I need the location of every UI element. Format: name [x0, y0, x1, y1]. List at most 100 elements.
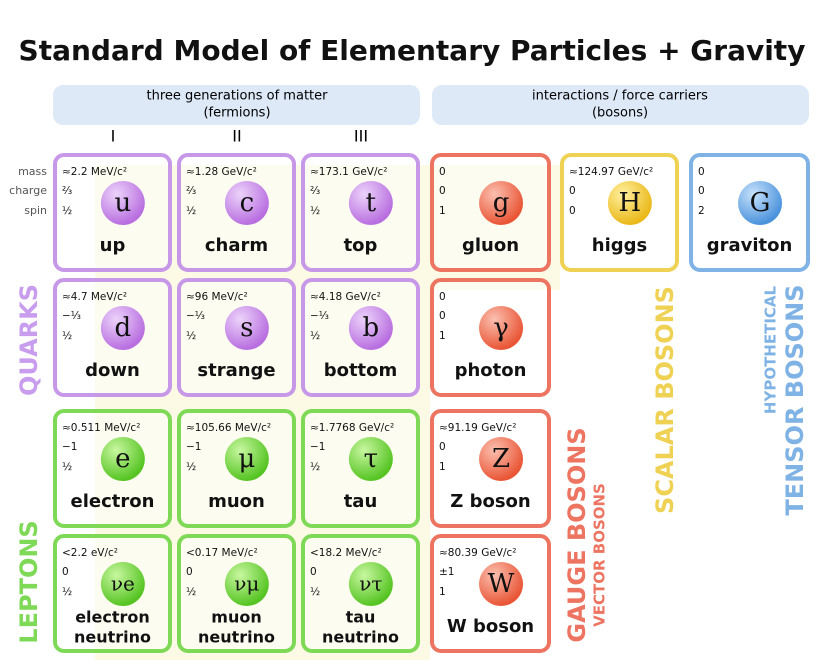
particle-name: neutrino [322, 628, 399, 647]
property-label: mass [18, 165, 47, 178]
particle-symbol-circle [607, 181, 652, 225]
particle-mass: <0.17 MeV/c² [186, 547, 258, 559]
particle-symbol-circle [224, 181, 269, 225]
particle-charge: 0 [439, 185, 446, 197]
particle-name: muon [208, 491, 265, 512]
particle-symbol: νμ [234, 572, 259, 596]
particle-charge: 0 [439, 310, 446, 322]
particle-mass: <2.2 eV/c² [62, 547, 118, 559]
particle-name: charm [205, 235, 268, 256]
particle-name: photon [455, 360, 527, 381]
particle-mass: 0 [439, 291, 446, 303]
header-sublabel: (fermions) [203, 106, 270, 121]
particle-name: top [344, 235, 378, 256]
particle-charge: 0 [310, 566, 317, 578]
property-label: spin [24, 204, 47, 217]
particle-symbol: H [619, 188, 642, 218]
particle-symbol: νe [111, 572, 135, 596]
particle-mass: ≈4.18 GeV/c² [310, 291, 381, 303]
particle-spin: ½ [186, 330, 196, 342]
particle-symbol: W [488, 569, 515, 599]
particle-name: up [100, 235, 126, 256]
particle-mass: 0 [698, 166, 705, 178]
particle-spin: ½ [310, 330, 320, 342]
particle-symbol: e [115, 444, 130, 474]
particle-charge: 0 [439, 441, 446, 453]
particle-mass: ≈96 MeV/c² [186, 291, 248, 303]
particle-symbol: s [240, 313, 253, 343]
particle-spin: 1 [439, 330, 446, 342]
particle-symbol-circle [224, 437, 269, 481]
particle-symbol: u [114, 188, 131, 218]
property-label: charge [9, 184, 47, 197]
particle-mass: ≈80.39 GeV/c² [439, 547, 517, 559]
particle-symbol-circle [348, 437, 393, 481]
header-box [432, 85, 809, 125]
particle-charge: −1 [310, 441, 325, 453]
particle-charge: −⅓ [310, 310, 329, 322]
particle-spin: ½ [186, 461, 196, 473]
particle-symbol: c [240, 188, 255, 218]
header-label: three generations of matter [147, 89, 329, 104]
particle-symbol: τ [364, 444, 378, 474]
particle-mass: ≈1.28 GeV/c² [186, 166, 257, 178]
particle-charge: ±1 [439, 566, 454, 578]
particle-spin: ½ [62, 330, 72, 342]
particle-name: down [85, 360, 140, 381]
particle-mass: ≈0.511 MeV/c² [62, 422, 140, 434]
particle-mass: ≈2.2 MeV/c² [62, 166, 127, 178]
particle-name: tau [346, 608, 376, 627]
particle-name: W boson [447, 616, 534, 637]
particle-spin: 1 [439, 586, 446, 598]
particle-symbol-circle [479, 306, 524, 350]
particle-charge: 0 [698, 185, 705, 197]
particle-name: Z boson [450, 491, 530, 512]
generation-label: III [354, 127, 368, 146]
particle-name: strange [197, 360, 275, 381]
particle-spin: ½ [310, 205, 320, 217]
particle-name: bottom [324, 360, 398, 381]
particle-mass: ≈105.66 MeV/c² [186, 422, 271, 434]
particle-symbol: μ [238, 444, 255, 474]
particle-spin: ½ [62, 205, 72, 217]
particle-symbol-circle [738, 181, 783, 225]
particle-symbol-circle [348, 306, 393, 350]
particle-spin: ½ [62, 586, 72, 598]
particle-charge: ⅔ [62, 185, 72, 197]
particle-spin: ½ [62, 461, 72, 473]
particle-spin: 1 [439, 205, 446, 217]
particle-spin: ½ [310, 461, 320, 473]
generation-label: I [111, 127, 116, 146]
particle-charge: 0 [569, 185, 576, 197]
particle-spin: 1 [439, 461, 446, 473]
particle-charge: −⅓ [186, 310, 205, 322]
particle-charge: 0 [62, 566, 69, 578]
particle-spin: ½ [310, 586, 320, 598]
group-label: QUARKS [15, 284, 43, 396]
particle-symbol: ντ [359, 572, 382, 596]
particle-mass: ≈91.19 GeV/c² [439, 422, 517, 434]
particle-name: tau [344, 491, 378, 512]
particle-name: higgs [592, 235, 647, 256]
particle-symbol-circle [479, 181, 524, 225]
particle-symbol: Z [492, 444, 510, 474]
particle-mass: <18.2 MeV/c² [310, 547, 382, 559]
particle-spin: ½ [186, 586, 196, 598]
particle-name: gluon [462, 235, 519, 256]
particle-spin: 2 [698, 205, 705, 217]
particle-mass: ≈4.7 MeV/c² [62, 291, 127, 303]
particle-symbol: γ [493, 313, 509, 343]
particle-symbol-circle [100, 562, 145, 606]
particle-charge: −⅓ [62, 310, 81, 322]
group-label: VECTOR BOSONS [591, 483, 609, 627]
particle-symbol: G [750, 188, 771, 218]
particle-symbol: g [493, 188, 510, 218]
particle-symbol-circle [100, 306, 145, 350]
particle-mass: ≈1.7768 GeV/c² [310, 422, 394, 434]
particle-symbol-circle [100, 437, 145, 481]
particle-charge: −1 [62, 441, 77, 453]
title: Standard Model of Elementary Particles +… [19, 34, 806, 67]
particle-name: electron [71, 491, 155, 512]
particle-symbol-circle [100, 181, 145, 225]
